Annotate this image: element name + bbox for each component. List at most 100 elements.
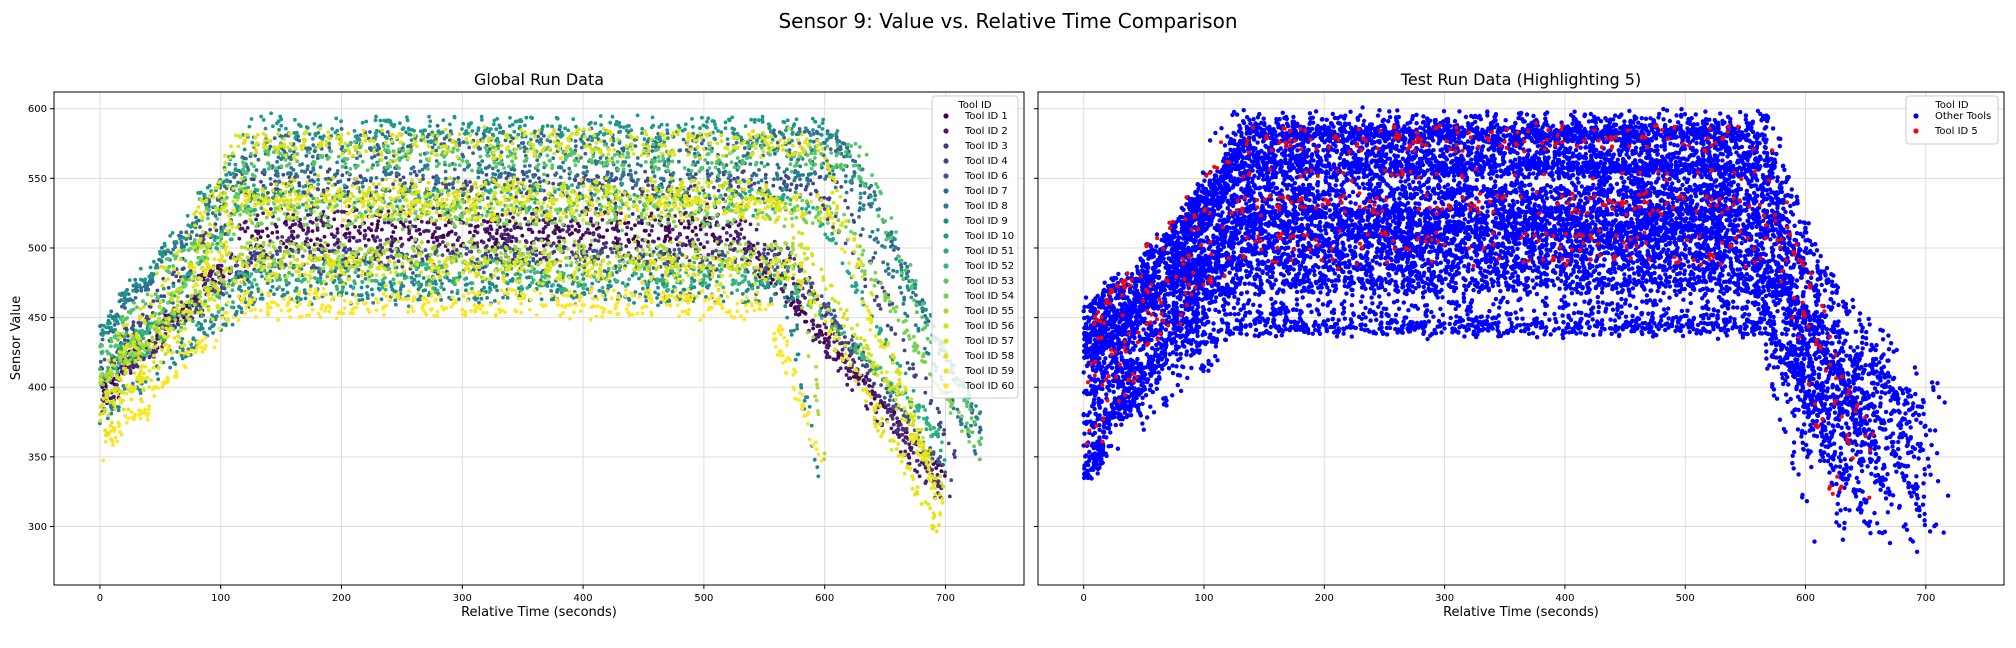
data-point [217,212,222,217]
data-point [574,174,578,179]
data-point [873,251,878,255]
data-point [732,176,736,181]
data-point [360,180,364,185]
data-point [562,168,566,173]
data-point [893,237,897,242]
data-point [872,237,877,242]
data-point [210,324,215,329]
data-point [949,478,954,483]
data-point [390,223,395,228]
data-point [624,128,629,133]
data-point [395,171,400,176]
data-point [650,239,655,244]
data-point [835,129,840,133]
data-point [293,222,298,227]
data-point [382,220,387,225]
data-point [400,264,405,269]
data-point [687,259,692,263]
data-point [751,213,756,218]
data-point [809,285,814,290]
data-point [409,166,414,171]
data-point [698,242,703,246]
data-point [289,233,294,238]
data-point [620,281,625,285]
data-point [409,275,414,280]
data-point [826,341,831,346]
data-point [318,165,323,170]
data-point [511,215,515,220]
data-point [503,228,507,233]
data-point [254,168,259,173]
data-point [440,253,445,257]
data-point [128,371,133,375]
data-point [738,232,743,237]
data-point [677,159,681,164]
data-point [330,126,335,131]
data-point [272,292,276,297]
data-point [835,140,840,145]
data-point [208,227,213,232]
data-point [456,176,461,180]
data-point [911,451,916,455]
data-point [198,225,202,229]
data-point [876,303,881,308]
data-point [312,172,317,177]
data-point [534,253,539,257]
data-point [876,240,880,245]
data-point [468,223,472,228]
data-point [598,130,603,135]
data-point [497,123,502,128]
data-point [698,227,703,232]
data-point [171,247,176,252]
data-point [451,180,456,185]
data-point [585,287,590,292]
data-point [577,239,581,244]
data-point [329,291,333,296]
data-point [179,340,184,345]
data-point [451,186,455,190]
data-point [413,224,418,229]
data-point [138,391,143,396]
data-point [457,141,462,146]
data-point [822,340,826,345]
data-point [872,190,877,194]
data-point [378,238,383,243]
data-point [423,288,428,292]
data-point [435,206,439,211]
data-point [759,178,764,183]
data-point [629,173,633,177]
data-point [893,245,898,250]
data-point [486,165,490,170]
data-point [303,296,308,301]
data-point [924,307,928,312]
data-point [124,289,128,294]
data-point [299,297,303,301]
data-point [305,167,310,172]
data-point [728,173,733,178]
data-point [376,219,381,224]
data-point [135,364,140,369]
data-point [579,236,583,241]
data-point [737,222,742,227]
data-point [777,251,782,256]
data-point [113,317,118,322]
data-point [105,416,110,421]
data-point [370,292,375,297]
data-point [704,232,709,237]
data-point [923,346,927,351]
data-point [205,185,210,190]
data-point [557,239,562,244]
data-point [887,272,891,276]
data-point [939,469,944,474]
data-point [134,289,139,294]
data-point [811,139,816,144]
data-point [651,249,656,254]
data-point [221,225,226,230]
data-point [105,321,110,326]
data-point [892,422,896,427]
data-point [723,169,728,174]
data-point [344,291,349,296]
data-point [412,169,417,174]
data-point [843,335,847,339]
data-point [568,232,572,237]
